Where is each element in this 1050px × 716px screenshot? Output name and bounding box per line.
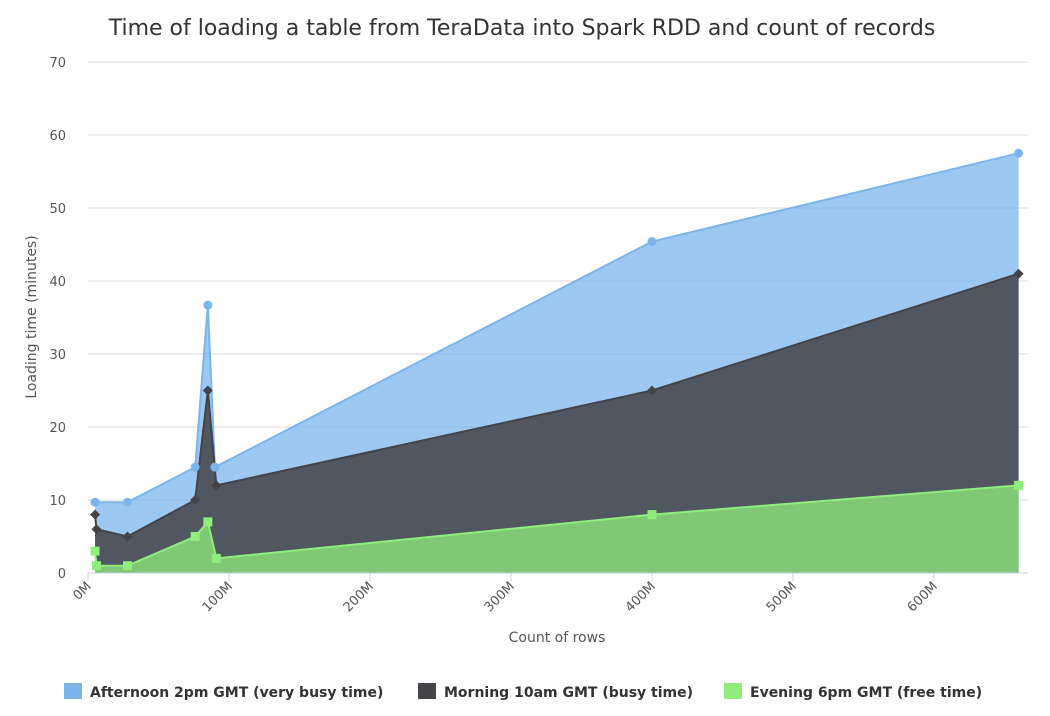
y-tick-label: 50 bbox=[49, 202, 66, 217]
x-tick-label: 300M bbox=[482, 579, 518, 615]
legend-item[interactable]: Afternoon 2pm GMT (very busy time) bbox=[64, 683, 383, 701]
legend-swatch bbox=[418, 683, 436, 699]
y-axis: 0 10 20 30 40 50 60 70 bbox=[49, 56, 66, 582]
legend-label: Afternoon 2pm GMT (very busy time) bbox=[90, 685, 383, 701]
data-point[interactable] bbox=[90, 509, 101, 520]
data-point[interactable] bbox=[203, 300, 213, 310]
data-point[interactable] bbox=[210, 462, 220, 472]
legend-item[interactable]: Evening 6pm GMT (free time) bbox=[724, 683, 982, 701]
series-area-1 bbox=[95, 273, 1019, 573]
data-point[interactable] bbox=[647, 237, 657, 247]
data-point[interactable] bbox=[647, 385, 657, 396]
data-point[interactable] bbox=[1014, 480, 1024, 490]
x-tick-label: 600M bbox=[905, 579, 941, 615]
data-point[interactable] bbox=[1013, 268, 1024, 279]
y-tick-label: 70 bbox=[49, 56, 66, 71]
data-point[interactable] bbox=[211, 480, 222, 491]
y-tick-label: 30 bbox=[49, 348, 66, 363]
legend-label: Morning 10am GMT (busy time) bbox=[444, 685, 693, 701]
data-point[interactable] bbox=[122, 497, 132, 507]
y-axis-title: Loading time (minutes) bbox=[24, 235, 40, 398]
data-point[interactable] bbox=[190, 532, 200, 541]
series-line-2 bbox=[94, 484, 1019, 567]
data-point[interactable] bbox=[122, 531, 133, 542]
legend-swatch bbox=[64, 683, 82, 699]
y-tick-label: 60 bbox=[49, 129, 66, 144]
chart-title: Time of loading a table from TeraData in… bbox=[108, 16, 936, 41]
legend-swatch bbox=[724, 683, 742, 699]
legend: Afternoon 2pm GMT (very busy time) Mornin… bbox=[64, 683, 982, 701]
x-tick-label: 500M bbox=[764, 579, 800, 615]
x-tick-label: 400M bbox=[623, 579, 659, 615]
data-point[interactable] bbox=[91, 561, 101, 571]
series-line-1 bbox=[94, 272, 1019, 538]
data-point[interactable] bbox=[91, 524, 102, 535]
x-tick-label: 200M bbox=[341, 579, 377, 615]
data-point[interactable] bbox=[202, 385, 213, 396]
data-point[interactable] bbox=[122, 561, 132, 571]
data-point[interactable] bbox=[211, 553, 221, 563]
y-tick-label: 10 bbox=[49, 494, 66, 509]
x-tick-label: 100M bbox=[200, 579, 236, 615]
data-point[interactable] bbox=[203, 517, 213, 527]
y-tick-label: 20 bbox=[49, 421, 66, 436]
x-axis: 0M 100M 200M 300M 400M 500M 600M bbox=[70, 572, 1028, 615]
data-point[interactable] bbox=[90, 497, 100, 507]
legend-label: Evening 6pm GMT (free time) bbox=[750, 685, 982, 701]
y-tick-label: 40 bbox=[49, 275, 66, 290]
data-point[interactable] bbox=[90, 546, 100, 556]
x-tick-label: 0M bbox=[70, 579, 94, 603]
series-areas bbox=[94, 152, 1019, 573]
series-area-2 bbox=[95, 485, 1019, 573]
series-markers bbox=[90, 148, 1024, 571]
data-point[interactable] bbox=[190, 462, 200, 472]
y-tick-label: 0 bbox=[58, 567, 66, 582]
data-point[interactable] bbox=[1014, 148, 1024, 158]
legend-item[interactable]: Morning 10am GMT (busy time) bbox=[418, 683, 693, 701]
data-point[interactable] bbox=[190, 495, 201, 505]
data-point[interactable] bbox=[647, 510, 657, 520]
x-axis-title: Count of rows bbox=[509, 630, 606, 646]
